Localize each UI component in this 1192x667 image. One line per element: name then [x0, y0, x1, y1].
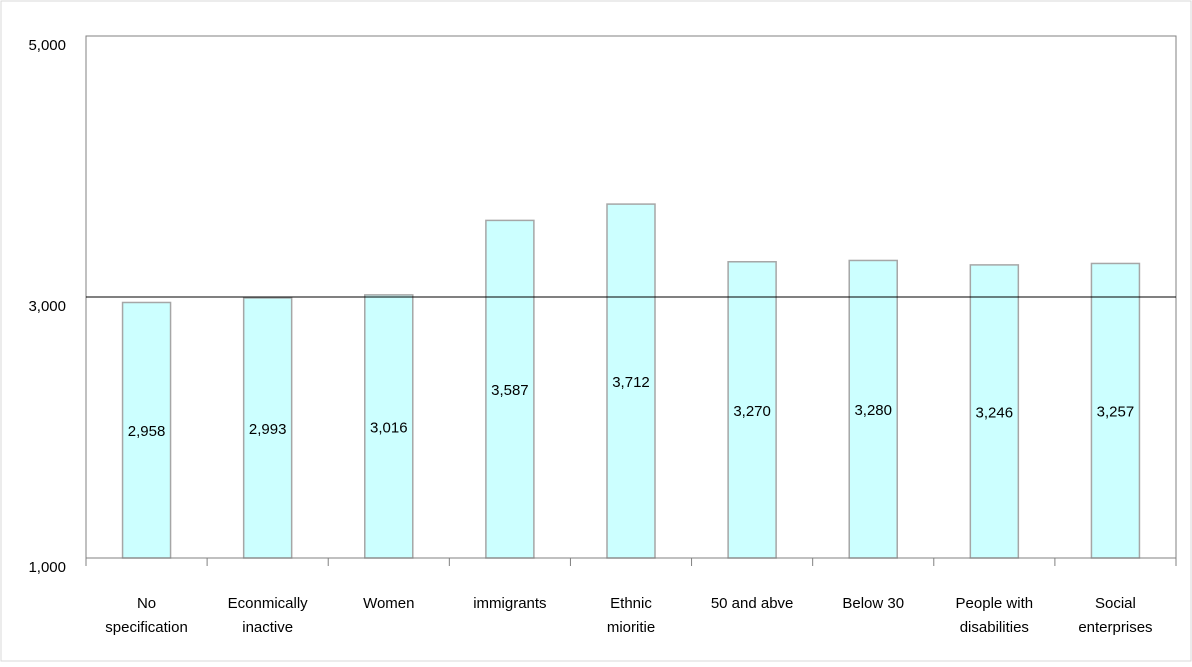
x-axis-labels: No specification Econmically inactive Women i…	[105, 595, 1152, 636]
value-labels: 2,958 2,993 3,016 3,587 3,712 3,270 3,280 3,246…	[128, 374, 1134, 440]
x-category-label: Social enterprises	[1078, 595, 1152, 636]
x-category-label: Below 30	[842, 595, 904, 612]
bar	[1090, 262, 1141, 559]
bar-value-label: 2,958	[128, 423, 166, 440]
bar	[121, 301, 172, 559]
x-category-label: No specification	[105, 595, 188, 636]
bar	[364, 294, 414, 559]
y-tick-label: 5,000	[28, 37, 66, 54]
bars-group	[121, 203, 1141, 559]
bar	[242, 297, 293, 559]
bar-value-label: 3,712	[612, 374, 650, 391]
x-category-label: 50 and abve	[711, 595, 794, 612]
y-tick-label: 3,000	[28, 298, 66, 315]
bar-value-label: 3,016	[370, 419, 408, 436]
bar	[485, 219, 535, 559]
x-axis-ticks	[85, 558, 1177, 566]
bar-value-label: 3,587	[491, 382, 529, 399]
x-category-label: People with disabilities	[956, 595, 1034, 636]
bar-value-label: 3,280	[854, 402, 892, 419]
bar-value-label: 3,270	[733, 403, 771, 420]
x-category-label: immigrants	[473, 595, 546, 612]
y-tick-label: 1,000	[28, 559, 66, 576]
x-category-label: Women	[363, 595, 414, 612]
x-category-label: Econmically inactive	[228, 595, 309, 636]
x-category-label: Ethnic mioritie	[607, 595, 655, 636]
bar-value-label: 2,993	[249, 421, 287, 438]
y-axis-ticks: 1,000 3,000 5,000	[28, 37, 66, 576]
bar-value-label: 3,246	[976, 404, 1014, 421]
bar	[606, 203, 656, 559]
bar-value-label: 3,257	[1097, 404, 1135, 421]
